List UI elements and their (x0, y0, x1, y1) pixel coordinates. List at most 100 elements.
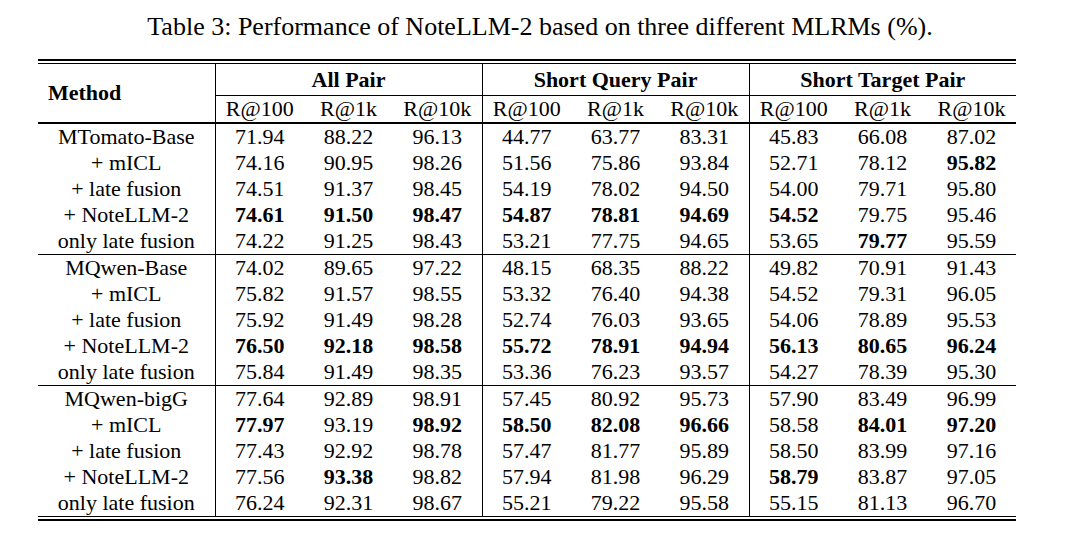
value-cell: 98.47 (393, 202, 482, 228)
value-cell: 68.35 (571, 255, 660, 282)
value-cell: 78.02 (571, 176, 660, 202)
group-header-short-target-pair: Short Target Pair (749, 64, 1016, 96)
value-cell: 94.38 (660, 281, 749, 307)
value-cell: 78.39 (838, 359, 927, 386)
value-cell: 76.03 (571, 307, 660, 333)
value-cell: 95.46 (927, 202, 1016, 228)
value-cell: 74.16 (215, 150, 304, 176)
value-cell: 76.23 (571, 359, 660, 386)
value-cell: 96.66 (660, 412, 749, 438)
value-cell: 98.26 (393, 150, 482, 176)
value-cell: 96.24 (927, 333, 1016, 359)
value-cell: 71.94 (215, 123, 304, 150)
value-cell: 54.27 (749, 359, 838, 386)
value-cell: 93.57 (660, 359, 749, 386)
value-cell: 54.06 (749, 307, 838, 333)
value-cell: 98.45 (393, 176, 482, 202)
value-cell: 74.02 (215, 255, 304, 282)
value-cell: 97.05 (927, 464, 1016, 490)
value-cell: 75.86 (571, 150, 660, 176)
table-row: + NoteLLM-276.5092.1898.5855.7278.9194.9… (38, 333, 1016, 359)
value-cell: 52.71 (749, 150, 838, 176)
value-cell: 95.30 (927, 359, 1016, 386)
value-cell: 98.82 (393, 464, 482, 490)
value-cell: 77.97 (215, 412, 304, 438)
method-cell: only late fusion (38, 490, 215, 517)
value-cell: 91.43 (927, 255, 1016, 282)
metric-header: R@10k (393, 96, 482, 124)
value-cell: 83.31 (660, 123, 749, 150)
table-row: + late fusion77.4392.9298.7857.4781.7795… (38, 438, 1016, 464)
value-cell: 82.08 (571, 412, 660, 438)
value-cell: 92.31 (304, 490, 393, 517)
value-cell: 79.75 (838, 202, 927, 228)
value-cell: 77.75 (571, 228, 660, 255)
value-cell: 98.35 (393, 359, 482, 386)
method-cell: MQwen-Base (38, 255, 215, 282)
value-cell: 53.36 (482, 359, 571, 386)
value-cell: 78.89 (838, 307, 927, 333)
results-table: MethodAll PairShort Query PairShort Targ… (38, 63, 1016, 517)
table-row: only late fusion75.8491.4998.3553.3676.2… (38, 359, 1016, 386)
value-cell: 91.57 (304, 281, 393, 307)
value-cell: 77.56 (215, 464, 304, 490)
table-row: + late fusion75.9291.4998.2852.7476.0393… (38, 307, 1016, 333)
value-cell: 88.22 (304, 123, 393, 150)
value-cell: 79.71 (838, 176, 927, 202)
value-cell: 98.43 (393, 228, 482, 255)
table-row: + mICL77.9793.1998.9258.5082.0896.6658.5… (38, 412, 1016, 438)
value-cell: 91.49 (304, 359, 393, 386)
value-cell: 53.65 (749, 228, 838, 255)
method-cell: + late fusion (38, 438, 215, 464)
value-cell: 79.22 (571, 490, 660, 517)
method-column-header: Method (38, 64, 215, 124)
value-cell: 83.87 (838, 464, 927, 490)
value-cell: 52.74 (482, 307, 571, 333)
method-cell: + late fusion (38, 307, 215, 333)
value-cell: 96.13 (393, 123, 482, 150)
value-cell: 91.50 (304, 202, 393, 228)
value-cell: 76.40 (571, 281, 660, 307)
value-cell: 58.50 (749, 438, 838, 464)
table-row: only late fusion76.2492.3198.6755.2179.2… (38, 490, 1016, 517)
value-cell: 78.12 (838, 150, 927, 176)
value-cell: 83.99 (838, 438, 927, 464)
value-cell: 75.82 (215, 281, 304, 307)
value-cell: 93.19 (304, 412, 393, 438)
value-cell: 55.15 (749, 490, 838, 517)
table-caption: Table 3: Performance of NoteLLM-2 based … (0, 0, 1080, 42)
method-cell: only late fusion (38, 228, 215, 255)
group-header-short-query-pair: Short Query Pair (482, 64, 749, 96)
value-cell: 95.82 (927, 150, 1016, 176)
value-cell: 83.49 (838, 386, 927, 413)
value-cell: 96.05 (927, 281, 1016, 307)
method-cell: + NoteLLM-2 (38, 333, 215, 359)
value-cell: 88.22 (660, 255, 749, 282)
value-cell: 56.13 (749, 333, 838, 359)
method-cell: + NoteLLM-2 (38, 202, 215, 228)
value-cell: 91.37 (304, 176, 393, 202)
value-cell: 53.32 (482, 281, 571, 307)
table-row: MQwen-Base74.0289.6597.2248.1568.3588.22… (38, 255, 1016, 282)
value-cell: 89.65 (304, 255, 393, 282)
value-cell: 81.77 (571, 438, 660, 464)
value-cell: 93.65 (660, 307, 749, 333)
method-cell: + mICL (38, 412, 215, 438)
value-cell: 66.08 (838, 123, 927, 150)
table-row: + NoteLLM-277.5693.3898.8257.9481.9896.2… (38, 464, 1016, 490)
header-group-row: MethodAll PairShort Query PairShort Targ… (38, 64, 1016, 96)
value-cell: 79.31 (838, 281, 927, 307)
value-cell: 77.43 (215, 438, 304, 464)
value-cell: 74.61 (215, 202, 304, 228)
value-cell: 49.82 (749, 255, 838, 282)
value-cell: 81.13 (838, 490, 927, 517)
value-cell: 75.84 (215, 359, 304, 386)
table-row: + NoteLLM-274.6191.5098.4754.8778.8194.6… (38, 202, 1016, 228)
table-row: + mICL74.1690.9598.2651.5675.8693.8452.7… (38, 150, 1016, 176)
group-header-all-pair: All Pair (215, 64, 482, 96)
method-cell: MQwen-bigG (38, 386, 215, 413)
value-cell: 98.58 (393, 333, 482, 359)
value-cell: 54.52 (749, 281, 838, 307)
value-cell: 54.87 (482, 202, 571, 228)
value-cell: 96.29 (660, 464, 749, 490)
